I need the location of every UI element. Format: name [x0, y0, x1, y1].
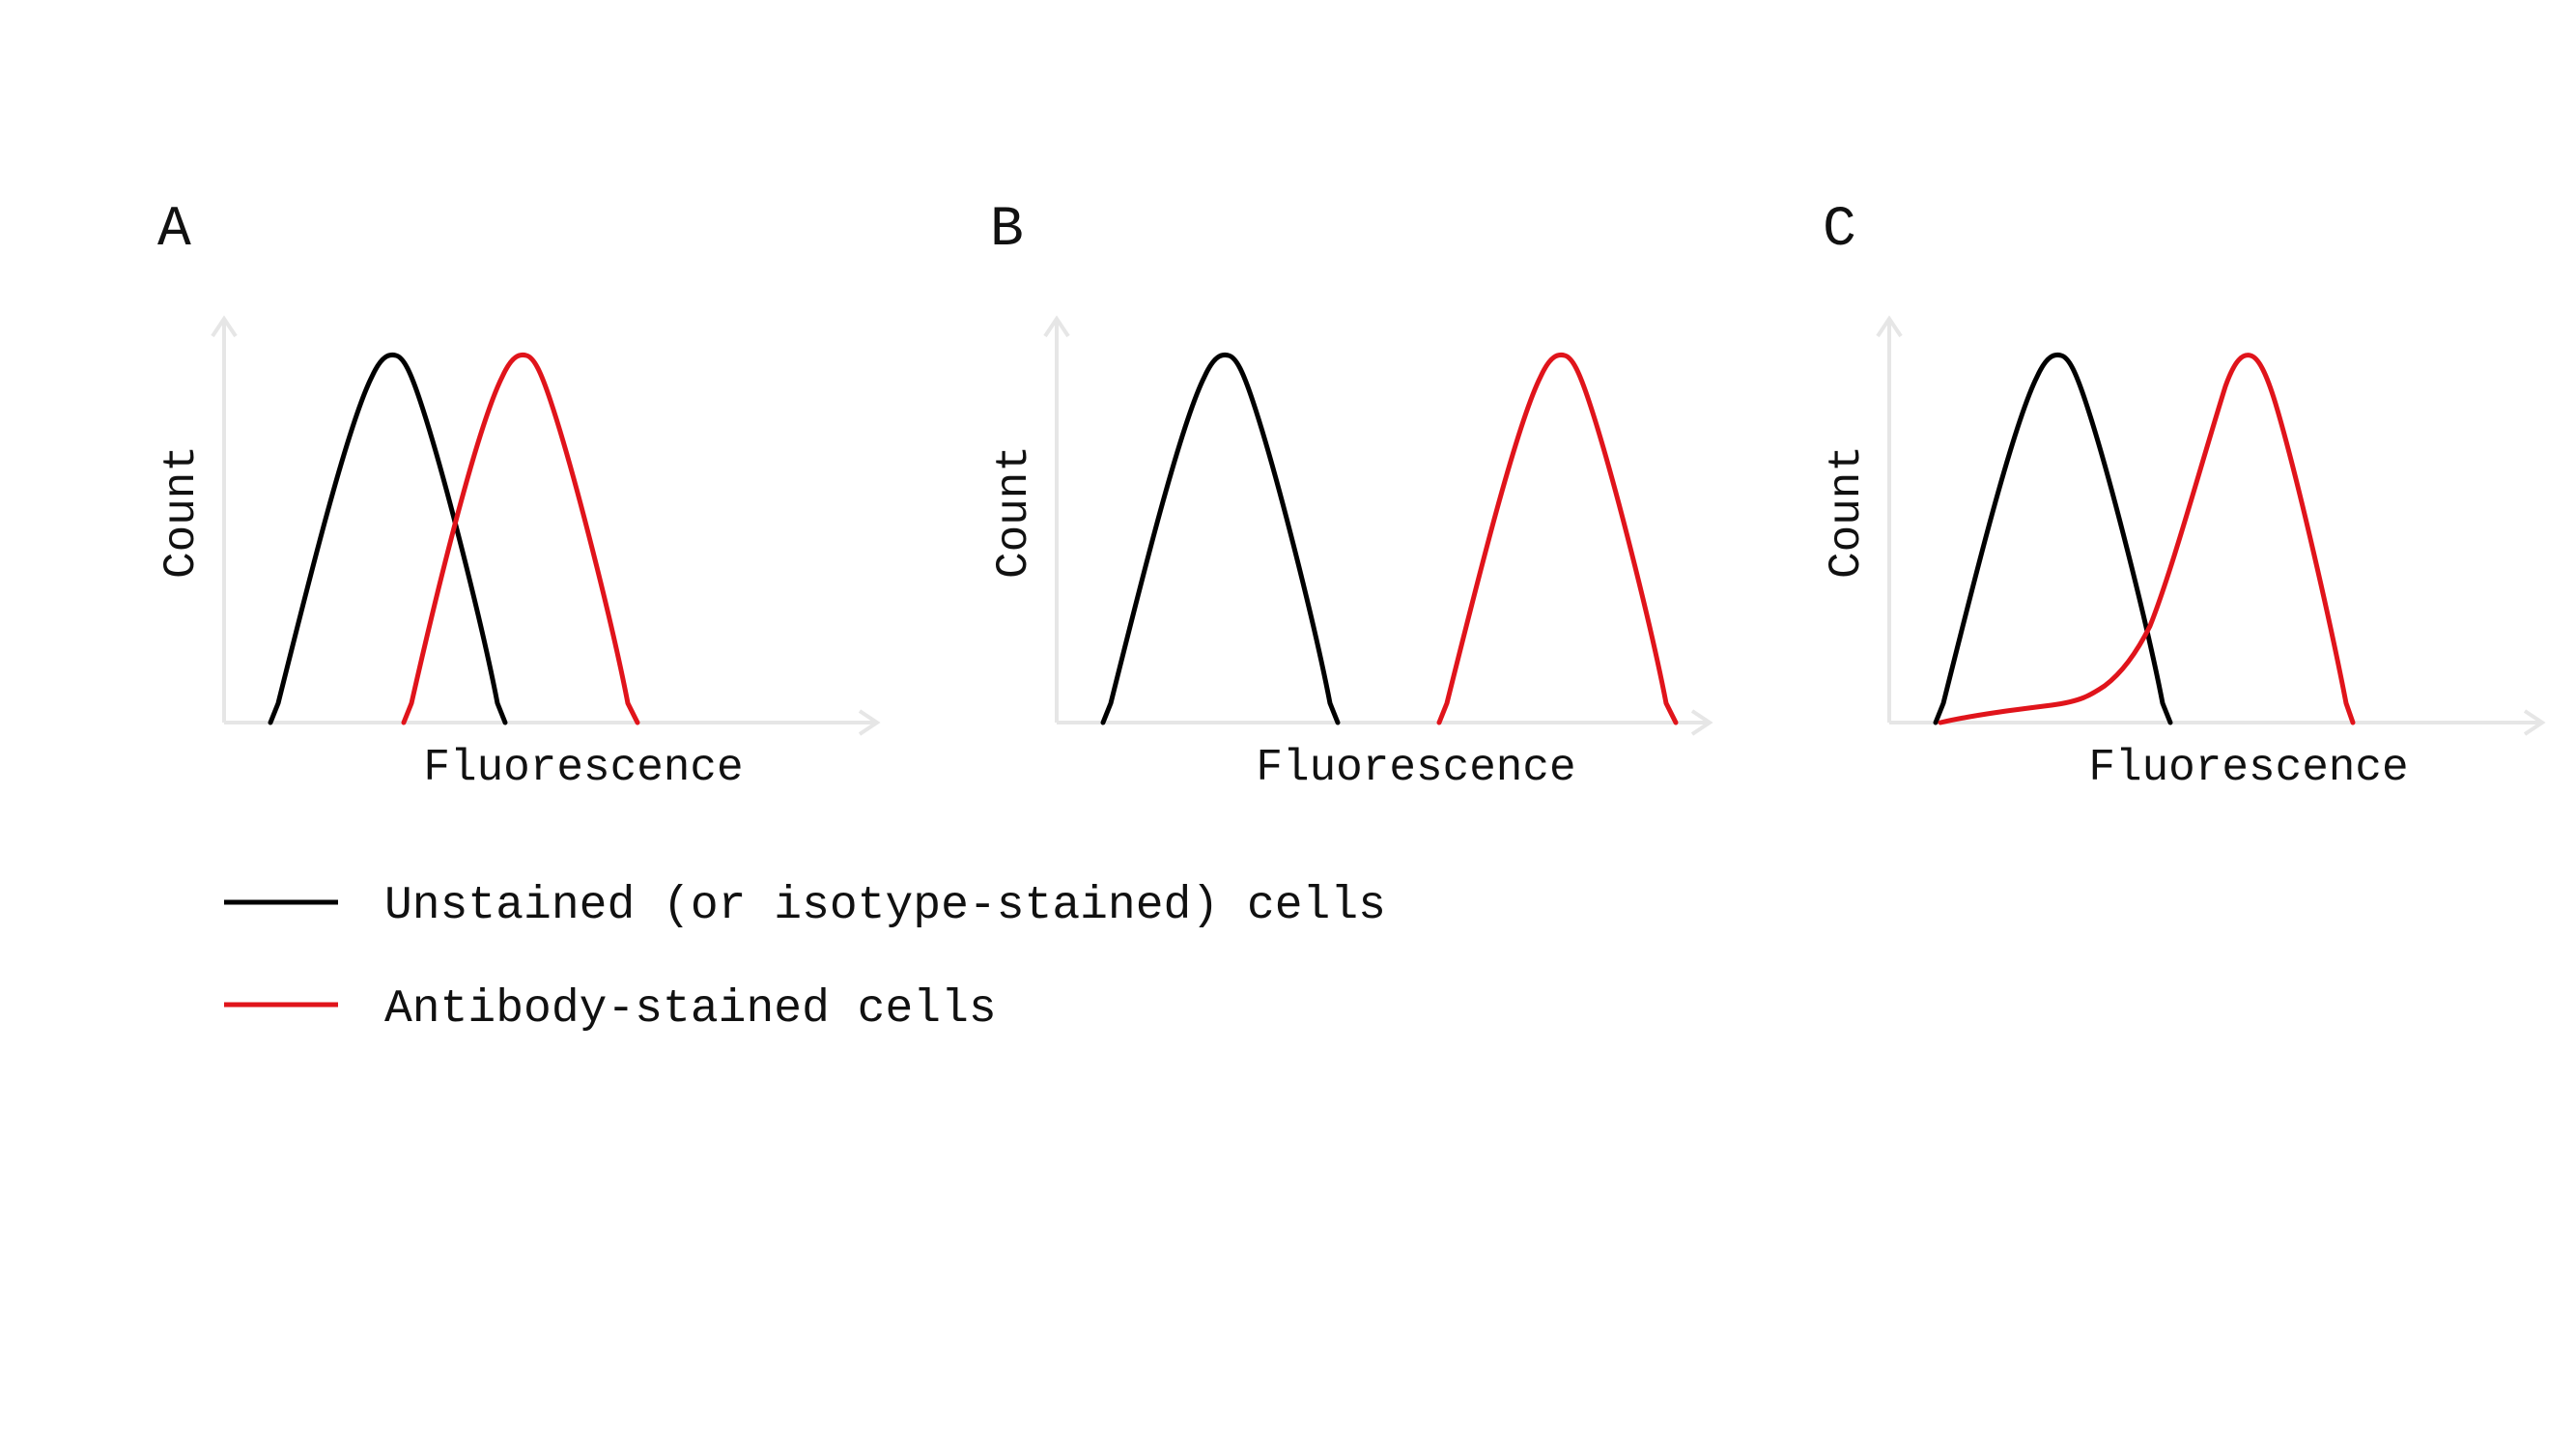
- panel-letter: C: [1823, 199, 1856, 262]
- axes: [1876, 315, 2546, 736]
- panel-b: B Count Fluorescence: [989, 199, 1713, 793]
- x-axis-arrow-icon: [1690, 709, 1713, 736]
- x-axis-label: Fluorescence: [423, 743, 743, 793]
- y-axis-label: Count: [1822, 445, 1872, 579]
- unstained-curve: [1100, 352, 1341, 725]
- stained-curve: [1436, 352, 1679, 725]
- panel-c: C Count Fluorescence: [1822, 199, 2546, 793]
- legend-label: Unstained (or isotype-stained) cells: [384, 880, 1386, 932]
- x-axis-label: Fluorescence: [2088, 743, 2408, 793]
- legend: Unstained (or isotype-stained) cells Ant…: [224, 880, 1386, 1036]
- x-axis-arrow-icon: [2523, 709, 2546, 736]
- axes: [211, 315, 881, 736]
- legend-item-stained: Antibody-stained cells: [224, 983, 997, 1036]
- legend-item-unstained: Unstained (or isotype-stained) cells: [224, 880, 1386, 932]
- x-axis-label: Fluorescence: [1256, 743, 1575, 793]
- y-axis-label: Count: [156, 445, 207, 579]
- y-axis-arrow-icon: [1043, 315, 1070, 338]
- x-axis-arrow-icon: [858, 709, 881, 736]
- stained-curve: [1938, 353, 2356, 725]
- unstained-curve: [268, 352, 508, 725]
- y-axis-arrow-icon: [211, 315, 238, 338]
- axes: [1043, 315, 1713, 736]
- panel-a: A Count Fluorescence: [156, 199, 881, 793]
- panel-letter: A: [157, 199, 191, 262]
- stained-curve: [401, 352, 640, 725]
- panel-letter: B: [990, 199, 1024, 262]
- legend-label: Antibody-stained cells: [384, 983, 997, 1036]
- unstained-curve: [1933, 352, 2173, 725]
- y-axis-arrow-icon: [1876, 315, 1903, 338]
- y-axis-label: Count: [989, 445, 1039, 579]
